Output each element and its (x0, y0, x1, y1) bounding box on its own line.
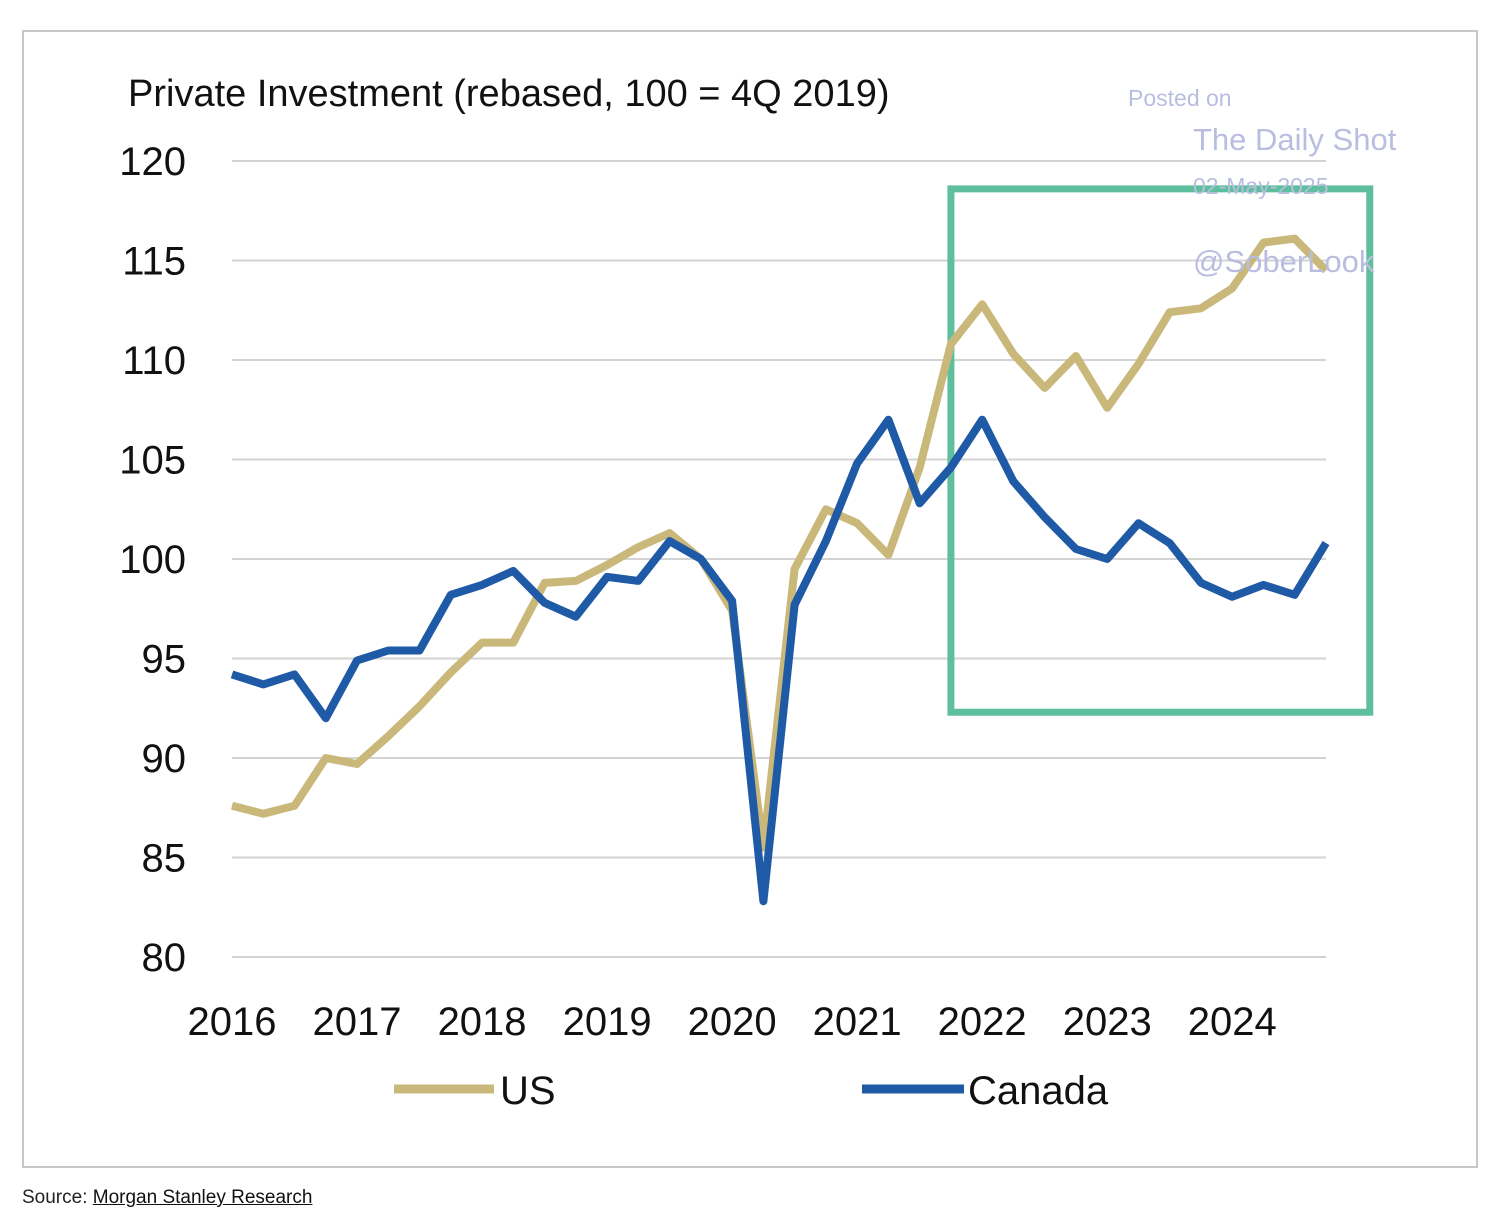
y-tick-label-80: 80 (142, 936, 187, 980)
y-tick-label-110: 110 (122, 339, 186, 383)
source-link[interactable]: Morgan Stanley Research (92, 1187, 313, 1208)
y-tick-label-115: 115 (122, 240, 186, 284)
x-axis-ticks: 2016 2017 2018 2019 2020 2021 2022 2023 2024 (188, 1000, 1277, 1044)
x-tick-label-2021: 2021 (813, 1000, 902, 1044)
y-tick-label-120: 120 (119, 140, 186, 184)
chart-frame: Private Investment (rebased, 100 = 4Q 20… (22, 30, 1478, 1168)
y-tick-label-90: 90 (142, 737, 187, 781)
y-tick-label-100: 100 (119, 538, 186, 582)
x-tick-label-2018: 2018 (438, 1000, 527, 1044)
legend-us-label: US (500, 1069, 556, 1113)
watermark-date: 02-May-2025 (1193, 173, 1329, 199)
y-tick-label-85: 85 (142, 837, 187, 881)
chart-title: Private Investment (rebased, 100 = 4Q 20… (128, 73, 889, 115)
highlight-box (947, 185, 1374, 716)
source-prefix: Source: (22, 1187, 93, 1208)
legend-canada-label: Canada (968, 1069, 1109, 1113)
series-line-us (231, 234, 1329, 852)
x-tick-label-2016: 2016 (188, 1000, 277, 1044)
y-axis-ticks: 120 115 110 105 100 95 90 85 80 (119, 140, 186, 980)
x-tick-label-2017: 2017 (313, 1000, 402, 1044)
x-tick-label-2019: 2019 (563, 1000, 652, 1044)
highlight-box-layer (947, 185, 1374, 716)
chart-svg: Private Investment (rebased, 100 = 4Q 20… (119, 73, 1397, 1113)
watermark-handle: @SoberLook (1193, 244, 1375, 279)
watermark-posted-on: Posted on (1128, 85, 1232, 111)
x-tick-label-2022: 2022 (938, 1000, 1027, 1044)
y-tick-label-105: 105 (119, 439, 186, 483)
series-line-canada (230, 415, 1330, 906)
gridlines (232, 160, 1326, 958)
x-tick-label-2024: 2024 (1188, 1000, 1277, 1044)
series-lines (230, 234, 1330, 906)
watermark-site: The Daily Shot (1193, 122, 1397, 157)
x-tick-label-2020: 2020 (688, 1000, 777, 1044)
x-tick-label-2023: 2023 (1063, 1000, 1152, 1044)
legend: US Canada (394, 1069, 1109, 1113)
y-tick-label-95: 95 (142, 638, 187, 682)
source-note: Source: Morgan Stanley Research (22, 1187, 312, 1209)
watermark: Posted on The Daily Shot 02-May-2025 @So… (1128, 85, 1397, 279)
